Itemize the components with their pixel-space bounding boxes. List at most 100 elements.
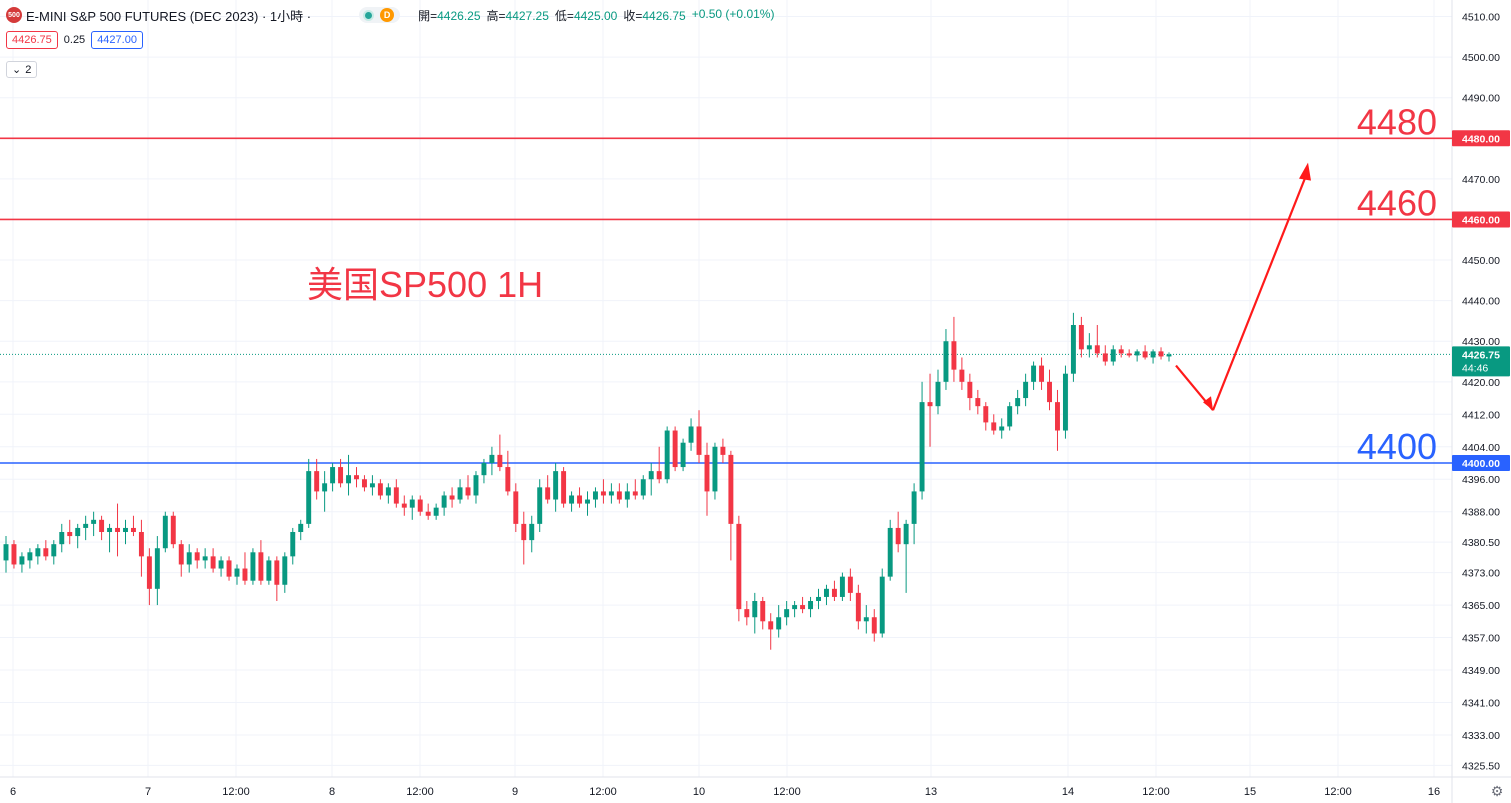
candle-body-41 xyxy=(330,467,336,484)
spread-value: 0.25 xyxy=(63,34,86,46)
candle-body-2 xyxy=(19,556,25,565)
level-text-4460: 4460 xyxy=(1357,182,1437,223)
candle-body-117 xyxy=(935,381,941,407)
y-tick-label-7: 4440.00 xyxy=(1462,296,1500,308)
y-tick-label-20: 4333.00 xyxy=(1462,730,1500,742)
buy-button[interactable]: 4427.00 xyxy=(91,31,143,49)
candle-body-62 xyxy=(497,454,503,468)
candle-body-21 xyxy=(170,515,176,545)
candle-body-34 xyxy=(274,560,280,585)
bar-countdown-label: 44:46 xyxy=(1462,362,1488,374)
settings-gear-icon[interactable]: ⚙ xyxy=(1490,782,1504,799)
candle-body-65 xyxy=(521,523,527,541)
candle-body-53 xyxy=(425,511,431,516)
candle-body-30 xyxy=(242,568,248,581)
candle-body-55 xyxy=(441,495,447,508)
candle-body-85 xyxy=(680,442,686,468)
quote-row: 4426.75 0.25 4427.00 xyxy=(6,31,143,49)
candle-body-29 xyxy=(234,568,240,577)
y-tick-label-12: 4396.00 xyxy=(1462,474,1500,486)
candle-body-101 xyxy=(808,601,814,610)
candle-body-80 xyxy=(640,479,646,496)
level-price-tag-4460 xyxy=(1452,211,1510,228)
candle-body-15 xyxy=(123,527,128,533)
x-tick-label-0: 6 xyxy=(10,786,16,798)
candle-body-126 xyxy=(1007,406,1013,427)
candle-body-46 xyxy=(369,483,375,488)
candle-body-18 xyxy=(146,556,152,589)
candle-body-48 xyxy=(385,487,391,496)
candle-body-127 xyxy=(1015,398,1021,407)
x-tick-label-9: 13 xyxy=(925,786,937,798)
x-tick-label-11: 12:00 xyxy=(1142,786,1170,798)
y-tick-label-15: 4373.00 xyxy=(1462,568,1500,580)
candle-body-28 xyxy=(226,560,232,577)
level-price-label-4480: 4480.00 xyxy=(1462,133,1500,145)
candle-body-16 xyxy=(130,527,136,533)
low-label: 低= xyxy=(554,8,574,23)
y-tick-label-18: 4349.00 xyxy=(1462,665,1500,677)
x-tick-label-1: 7 xyxy=(145,786,151,798)
candle-body-52 xyxy=(417,499,423,512)
candle-body-140 xyxy=(1118,349,1124,354)
candle-body-131 xyxy=(1047,381,1052,403)
market-status[interactable]: D xyxy=(359,7,401,23)
x-tick-label-2: 12:00 xyxy=(222,786,250,798)
last-price-tag xyxy=(1452,346,1510,377)
candle-body-139 xyxy=(1110,349,1116,362)
candle-body-20 xyxy=(162,515,168,549)
candle-body-19 xyxy=(154,548,160,589)
candle-body-75 xyxy=(600,491,606,496)
candle-body-47 xyxy=(377,483,383,496)
symbol-title[interactable]: E-MINI S&P 500 FUTURES (DEC 2023) · 1小時 … xyxy=(26,8,312,24)
candle-body-122 xyxy=(975,398,981,407)
x-tick-label-5: 9 xyxy=(512,786,518,798)
candle-body-119 xyxy=(951,341,957,370)
candle-body-145 xyxy=(1158,351,1164,357)
candle-body-134 xyxy=(1070,324,1076,374)
projection-arrow-up xyxy=(1211,170,1310,411)
candle-body-11 xyxy=(91,519,97,524)
candle-body-86 xyxy=(688,426,694,443)
x-tick-label-10: 14 xyxy=(1062,786,1074,798)
candle-body-136 xyxy=(1086,345,1092,350)
candle-body-79 xyxy=(632,491,638,496)
candle-body-76 xyxy=(608,491,614,496)
y-tick-label-0: 4510.00 xyxy=(1462,12,1500,24)
projection-arrowhead-down xyxy=(1203,396,1213,411)
symbol-badge[interactable]: 500 xyxy=(6,7,22,23)
candle-body-14 xyxy=(115,527,120,533)
candle-body-54 xyxy=(433,507,439,516)
high-label: 高= xyxy=(486,8,506,23)
candle-body-42 xyxy=(338,467,344,484)
candle-body-31 xyxy=(250,552,256,581)
candle-body-12 xyxy=(99,519,105,533)
candle-body-93 xyxy=(744,609,750,618)
candle-body-89 xyxy=(712,446,718,492)
open-value: 4426.25 xyxy=(437,8,481,23)
candle-body-96 xyxy=(768,621,774,630)
candle-body-22 xyxy=(178,544,184,565)
candle-body-142 xyxy=(1134,351,1140,356)
indicators-count: 2 xyxy=(25,63,32,76)
chevron-down-icon: ⌄ xyxy=(12,64,22,76)
candle-body-105 xyxy=(839,576,845,597)
x-tick-label-6: 12:00 xyxy=(589,786,617,798)
candle-body-8 xyxy=(67,532,73,537)
candle-body-144 xyxy=(1150,351,1156,358)
candle-body-68 xyxy=(545,487,551,500)
indicators-toggle-button[interactable]: ⌄ 2 xyxy=(6,61,38,78)
candle-body-40 xyxy=(322,483,328,492)
level-price-tag-4400 xyxy=(1452,455,1510,471)
y-tick-label-17: 4357.00 xyxy=(1462,633,1500,645)
candle-body-9 xyxy=(75,527,81,537)
projection-arrowhead-up xyxy=(1299,162,1311,181)
close-value: 4426.75 xyxy=(642,8,686,23)
candle-body-39 xyxy=(314,471,320,492)
candle-body-77 xyxy=(616,491,622,500)
y-tick-label-8: 4430.00 xyxy=(1462,336,1500,348)
sell-button[interactable]: 4426.75 xyxy=(6,31,58,49)
change-value: +0.50 (+0.01%) xyxy=(691,6,775,21)
y-tick-label-13: 4388.00 xyxy=(1462,507,1500,519)
